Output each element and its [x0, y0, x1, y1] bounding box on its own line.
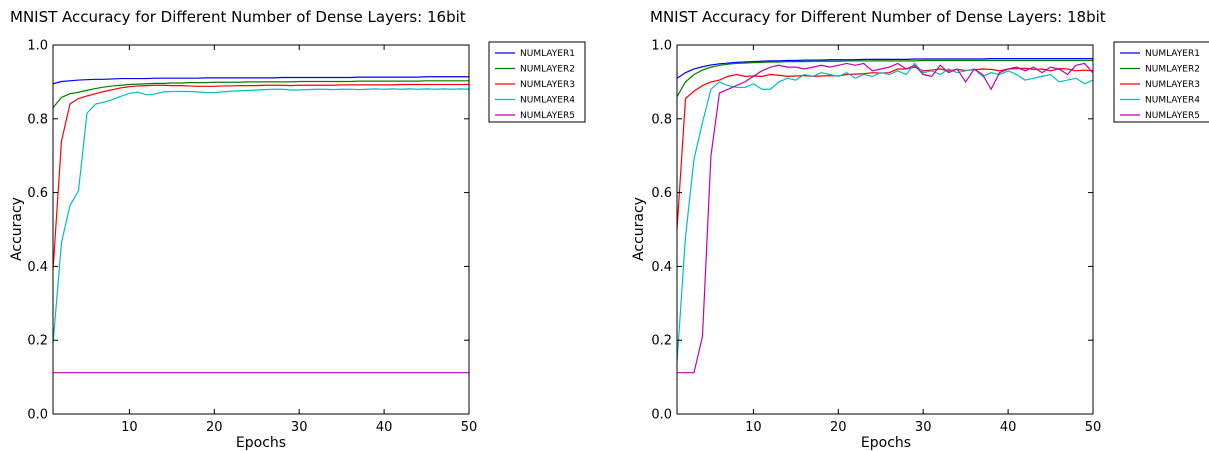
legend-box [1113, 41, 1209, 123]
series-line-numlayer4 [53, 88, 469, 344]
series-line-numlayer1 [677, 58, 1093, 79]
y-tick-label: 0.6 [651, 186, 672, 201]
y-tick-label: 0.4 [651, 260, 672, 275]
legend-label: NUMLAYER1 [1145, 49, 1200, 59]
x-axis-label: Epochs [236, 435, 286, 451]
plot-area: 10 20 30 40 50 0.0 0.2 0.4 0.6 0.8 1.0 [651, 39, 1101, 436]
series-line-numlayer2 [53, 80, 469, 109]
series-line-numlayer5 [677, 62, 1093, 374]
legend-label: NUMLAYER5 [520, 111, 575, 121]
plot-area: 10 20 30 40 50 0.0 0.2 0.4 0.6 0.8 1.0 [27, 39, 477, 436]
y-tick-label: 0.2 [27, 334, 48, 349]
y-tick-label: 0.6 [27, 186, 48, 201]
x-tick-label: 10 [121, 420, 138, 435]
legend-box [488, 41, 586, 123]
y-tick-label: 1.0 [651, 39, 672, 54]
x-tick-label: 20 [830, 420, 847, 435]
x-tick-label: 50 [1085, 420, 1102, 435]
x-tick-label: 20 [206, 420, 223, 435]
series-line-numlayer3 [677, 66, 1093, 230]
series-line-numlayer4 [677, 62, 1093, 363]
x-axis-label: Epochs [861, 435, 911, 451]
legend: NUMLAYER1 NUMLAYER2 NUMLAYER3 NUMLAYER4 NUML… [488, 41, 586, 123]
legend-label: NUMLAYER1 [520, 49, 575, 59]
y-tick-label: 0.0 [27, 408, 48, 423]
legend-label: NUMLAYER4 [1145, 96, 1200, 106]
chart-18bit: MNIST Accuracy for Different Number of D… [631, 8, 1209, 451]
x-tick-label: 40 [1000, 420, 1017, 435]
series-line-numlayer2 [677, 59, 1093, 97]
y-tick-label: 0.8 [27, 112, 48, 127]
chart-title: MNIST Accuracy for Different Number of D… [650, 8, 1106, 26]
y-tick-label: 0.4 [27, 260, 48, 275]
chart-title: MNIST Accuracy for Different Number of D… [10, 8, 466, 26]
x-tick-label: 40 [376, 420, 393, 435]
legend-label: NUMLAYER5 [1145, 111, 1200, 121]
axes-frame [52, 44, 470, 415]
y-tick-label: 1.0 [27, 39, 48, 54]
y-tick-label: 0.2 [651, 334, 672, 349]
legend-label: NUMLAYER2 [520, 65, 575, 75]
axes-frame [676, 44, 1094, 415]
y-tick-label: 0.0 [651, 408, 672, 423]
x-tick-label: 30 [915, 420, 932, 435]
legend-label: NUMLAYER4 [520, 96, 575, 106]
y-tick-label: 0.8 [651, 112, 672, 127]
x-tick-label: 50 [461, 420, 478, 435]
series-line-numlayer1 [53, 76, 469, 85]
x-tick-label: 10 [745, 420, 762, 435]
y-axis-label: Accuracy [9, 197, 25, 261]
legend-label: NUMLAYER3 [1145, 80, 1200, 90]
legend-label: NUMLAYER2 [1145, 65, 1200, 75]
series-line-numlayer3 [53, 83, 469, 271]
legend-label: NUMLAYER3 [520, 80, 575, 90]
x-tick-label: 30 [291, 420, 308, 435]
chart-16bit: MNIST Accuracy for Different Number of D… [9, 8, 586, 451]
y-axis-label: Accuracy [631, 197, 647, 261]
legend: NUMLAYER1 NUMLAYER2 NUMLAYER3 NUMLAYER4 NUML… [1113, 41, 1209, 123]
